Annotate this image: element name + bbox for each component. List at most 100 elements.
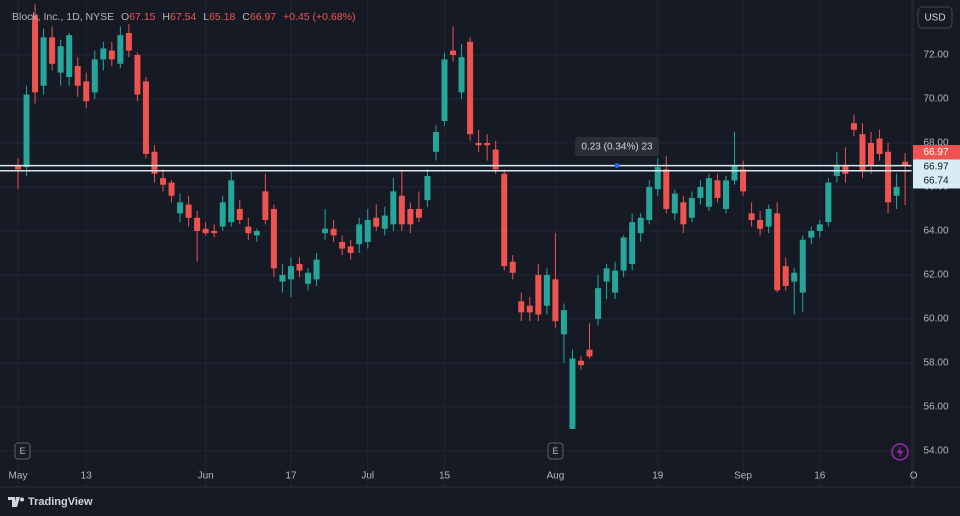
currency-button[interactable] <box>917 6 953 29</box>
candle-body <box>560 310 567 335</box>
candle-body <box>313 259 320 280</box>
candle-body <box>91 59 98 93</box>
o-value: 67.15 <box>129 11 155 23</box>
candle-body <box>501 173 508 267</box>
earnings-marker[interactable]: E <box>14 442 31 460</box>
candle-body <box>731 164 738 181</box>
candle-body <box>637 217 644 234</box>
logo <box>8 497 24 507</box>
candle-body <box>117 35 124 64</box>
candle-body <box>134 54 141 95</box>
candle-body <box>407 208 414 225</box>
candle-body <box>160 178 167 185</box>
x-tick-label: 13 <box>81 471 93 482</box>
candle-body <box>885 151 892 203</box>
price-line-box <box>913 159 960 175</box>
measure-point <box>614 163 620 169</box>
candle-body <box>236 208 243 220</box>
candle-body <box>595 288 602 319</box>
candle-body <box>347 246 354 253</box>
candle-body <box>194 217 201 231</box>
candle-body <box>842 164 849 174</box>
candle-body <box>612 270 619 293</box>
candle-body <box>705 178 712 207</box>
events-icon[interactable] <box>891 443 909 461</box>
candle-body <box>748 213 755 220</box>
candle-body <box>526 305 533 313</box>
candle-body <box>629 222 636 264</box>
candle-body <box>654 167 661 190</box>
price-line-box <box>913 173 960 189</box>
y-tick-label: 54.00 <box>923 446 948 457</box>
candle-body <box>458 57 465 93</box>
l-label: L <box>203 11 209 23</box>
candle-body <box>509 261 516 273</box>
y-tick-label: 68.00 <box>923 138 948 149</box>
candle-body <box>142 81 149 154</box>
c-label: C <box>242 11 250 23</box>
candle-body <box>850 123 857 130</box>
candle-body <box>228 180 235 223</box>
x-tick-label: Jun <box>198 471 214 482</box>
y-tick-label: 56.00 <box>923 402 948 413</box>
earnings-label: E <box>19 446 25 456</box>
candle-body <box>620 237 627 271</box>
candle-body <box>663 169 670 209</box>
candle-body <box>432 131 439 152</box>
candle-body <box>577 360 584 366</box>
candle-body <box>543 274 550 306</box>
x-tick-label: 15 <box>439 471 451 482</box>
x-tick-label: Sep <box>734 471 752 482</box>
candle-body <box>202 228 209 234</box>
price-line-label: 66.97 <box>923 162 948 173</box>
candle-body <box>100 48 107 60</box>
x-tick-label: Jul <box>361 471 374 482</box>
candle-body <box>484 142 491 146</box>
candle-body <box>603 268 610 282</box>
candle-body <box>808 230 815 238</box>
last-price-box <box>913 145 960 160</box>
earnings-label: E <box>552 446 558 456</box>
candle-body <box>125 32 132 51</box>
candle-body <box>757 219 764 229</box>
earnings-marker[interactable]: E <box>547 442 564 460</box>
candle-body <box>816 224 823 231</box>
candle-body <box>219 202 226 227</box>
candle-body <box>671 193 678 214</box>
h-value: 67.54 <box>170 11 196 23</box>
candle-body <box>373 217 380 227</box>
candle-body <box>262 191 269 220</box>
change: +0.45 (+0.68%) <box>283 11 355 23</box>
candle-body <box>518 301 525 313</box>
candle-body <box>697 186 704 198</box>
candle-body <box>356 224 363 245</box>
candle-body <box>859 134 866 172</box>
measure-label: 0.23 (0.34%) 23 <box>581 142 653 153</box>
candle-body <box>688 197 695 218</box>
candle-body <box>270 208 277 269</box>
candle-body <box>902 161 909 166</box>
candle-body <box>287 266 294 280</box>
candle-body <box>467 41 474 135</box>
candle-body <box>492 149 499 170</box>
candles: 0.23 (0.34%) 23 <box>0 4 912 429</box>
candle-body <box>765 208 772 227</box>
candle-body <box>49 37 56 64</box>
last-price-label: 66.97 <box>923 147 948 158</box>
candle-body <box>782 266 789 286</box>
x-tick-label: 16 <box>814 471 826 482</box>
x-tick-label: O <box>910 471 918 482</box>
candle-body <box>475 142 482 146</box>
candle-body <box>740 169 747 192</box>
measure-box <box>575 137 659 156</box>
x-tick-label: 19 <box>652 471 664 482</box>
candle-body <box>185 204 192 218</box>
y-tick-label: 70.00 <box>923 94 948 105</box>
candle-body <box>296 263 303 271</box>
currency[interactable]: USD <box>924 13 945 24</box>
x-tick-label: Aug <box>546 471 564 482</box>
candle-body <box>253 230 260 236</box>
candle-body <box>646 186 653 220</box>
y-tick-label: 62.00 <box>923 270 948 281</box>
